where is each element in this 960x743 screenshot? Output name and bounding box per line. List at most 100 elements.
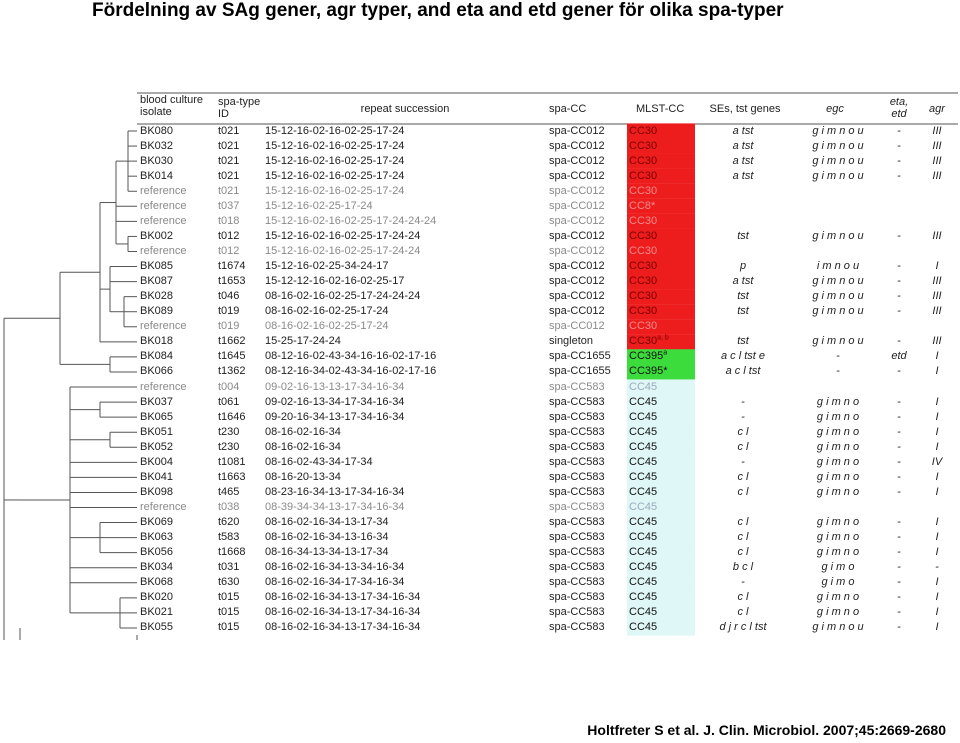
cell-text: spa-CC583: [549, 621, 605, 634]
cell: tst: [703, 230, 783, 243]
cell-text: g i m n o u: [812, 335, 864, 348]
cell: g i m n o u: [800, 305, 876, 318]
mlst-cell: [627, 228, 695, 245]
cell-text: CC30: [629, 290, 658, 303]
cell-text: spa-CC583: [549, 606, 605, 619]
cell-text: BK069: [140, 516, 174, 529]
cell: BK084: [140, 350, 173, 363]
cell: spa-CC583: [549, 456, 605, 469]
cell: spa-CC012: [549, 185, 605, 198]
cell: spa-CC012: [549, 275, 605, 288]
cell: I: [922, 621, 952, 634]
cell: -: [884, 441, 914, 454]
mlst-cell: [627, 364, 695, 380]
cell-text: spa-CC1655: [549, 350, 611, 363]
cell-text: I: [935, 576, 939, 589]
cell: 15-12-16-02-16-02-25-17-24-24-24: [265, 215, 436, 228]
mlst-cell: [627, 168, 695, 184]
cell: CC45: [629, 546, 657, 559]
cell: spa-CC1655: [549, 365, 611, 378]
cell-text: BK051: [140, 425, 174, 438]
cell-text: reference: [140, 214, 187, 227]
cell-text: spa-CC583: [549, 591, 605, 604]
cell: spa-CC583: [549, 381, 605, 394]
cell: 08-16-20-13-34: [265, 471, 341, 484]
cell: BK051: [140, 426, 173, 439]
cell: c l: [703, 471, 783, 484]
cell-text: tst: [737, 290, 749, 303]
cell: t019: [218, 320, 239, 333]
cell: 08-16-02-16-02-25-17-24: [265, 305, 389, 318]
cell: g i m n o: [800, 516, 876, 529]
cell: spa-CC012: [549, 125, 605, 138]
cell-text: spa-CC012: [549, 320, 605, 333]
cell-text: 08-16-02-16-34: [265, 440, 341, 453]
cell: tst: [703, 305, 783, 318]
cell: -: [884, 230, 914, 243]
cell: 08-16-34-13-34-13-17-34: [265, 546, 389, 559]
cell-text: t1663: [218, 470, 246, 483]
cell-text: reference: [140, 320, 187, 333]
cell-text: spa-CC583: [549, 380, 605, 393]
cell: g i m n o u: [800, 275, 876, 288]
cell: CC30a, b: [629, 335, 669, 348]
cell: 08-16-02-16-34-13-17-34-16-34: [265, 591, 420, 604]
cell-text: g i m n o u: [812, 154, 864, 167]
cell: g i m n o u: [800, 335, 876, 348]
cell-text: g i m o: [821, 576, 855, 589]
column-header: spa-type ID: [218, 96, 261, 120]
cell-text: I: [935, 531, 939, 544]
cell-text: -: [741, 410, 745, 423]
cell: t1362: [218, 365, 246, 378]
cell: I: [922, 486, 952, 499]
cell: 08-16-02-16-34-13-17-34-16-34: [265, 621, 420, 634]
cell: spa-CC583: [549, 546, 605, 559]
cell-text: III: [932, 290, 942, 303]
cell: spa-CC583: [549, 471, 605, 484]
cell-text: -: [897, 365, 901, 378]
cell: etd: [884, 350, 914, 363]
cell-text: CC45: [629, 485, 658, 498]
cell-text: 08-16-02-16-34-13-17-34-16-34: [265, 621, 421, 634]
cell-text: -: [897, 531, 901, 544]
cell: CC30: [629, 140, 657, 153]
cell-text: a tst: [732, 124, 754, 137]
cell-text: a tst: [732, 275, 754, 288]
cell: t1081: [218, 456, 246, 469]
cell: BK052: [140, 441, 173, 454]
cell: c l: [703, 546, 783, 559]
cell: CC45: [629, 471, 657, 484]
cell-text: reference: [140, 501, 187, 513]
cell-text: 15-12-16-02-16-02-25-17-24-24: [265, 244, 421, 257]
cell-text: 15-12-16-02-16-02-25-17-24: [265, 184, 405, 197]
cell-text: spa-CC012: [549, 260, 605, 273]
cell: g i m n o u: [800, 125, 876, 138]
cell: spa-CC012: [549, 230, 605, 243]
cell-text: t630: [218, 576, 240, 589]
cell: t021: [218, 170, 239, 183]
cell: BK085: [140, 260, 173, 273]
cell: g i m n o: [800, 546, 876, 559]
cell: g i m n o: [800, 396, 876, 409]
cell-text: g i m n o: [816, 516, 860, 529]
cell: spa-CC012: [549, 170, 605, 183]
cell-text: -: [897, 169, 901, 182]
cell: I: [922, 576, 952, 589]
cell: spa-CC583: [549, 621, 605, 634]
cell: t230: [218, 441, 239, 454]
cell: -: [884, 426, 914, 439]
cell: 08-16-02-16-34-13-16-34: [265, 531, 389, 544]
cell: -: [884, 365, 914, 378]
cell-text: t015: [218, 591, 240, 604]
cell-text: -: [897, 561, 901, 574]
cell-text: t1081: [218, 455, 246, 468]
cell: CC45: [629, 396, 657, 409]
cell-text: III: [932, 275, 942, 288]
cell: c l: [703, 531, 783, 544]
cell-text: spa-CC583: [549, 470, 605, 483]
cell: t1662: [218, 335, 246, 348]
cell: g i m n o: [800, 411, 876, 424]
cell-text: g i m n o: [816, 410, 860, 423]
cell-text: t019: [218, 305, 240, 318]
